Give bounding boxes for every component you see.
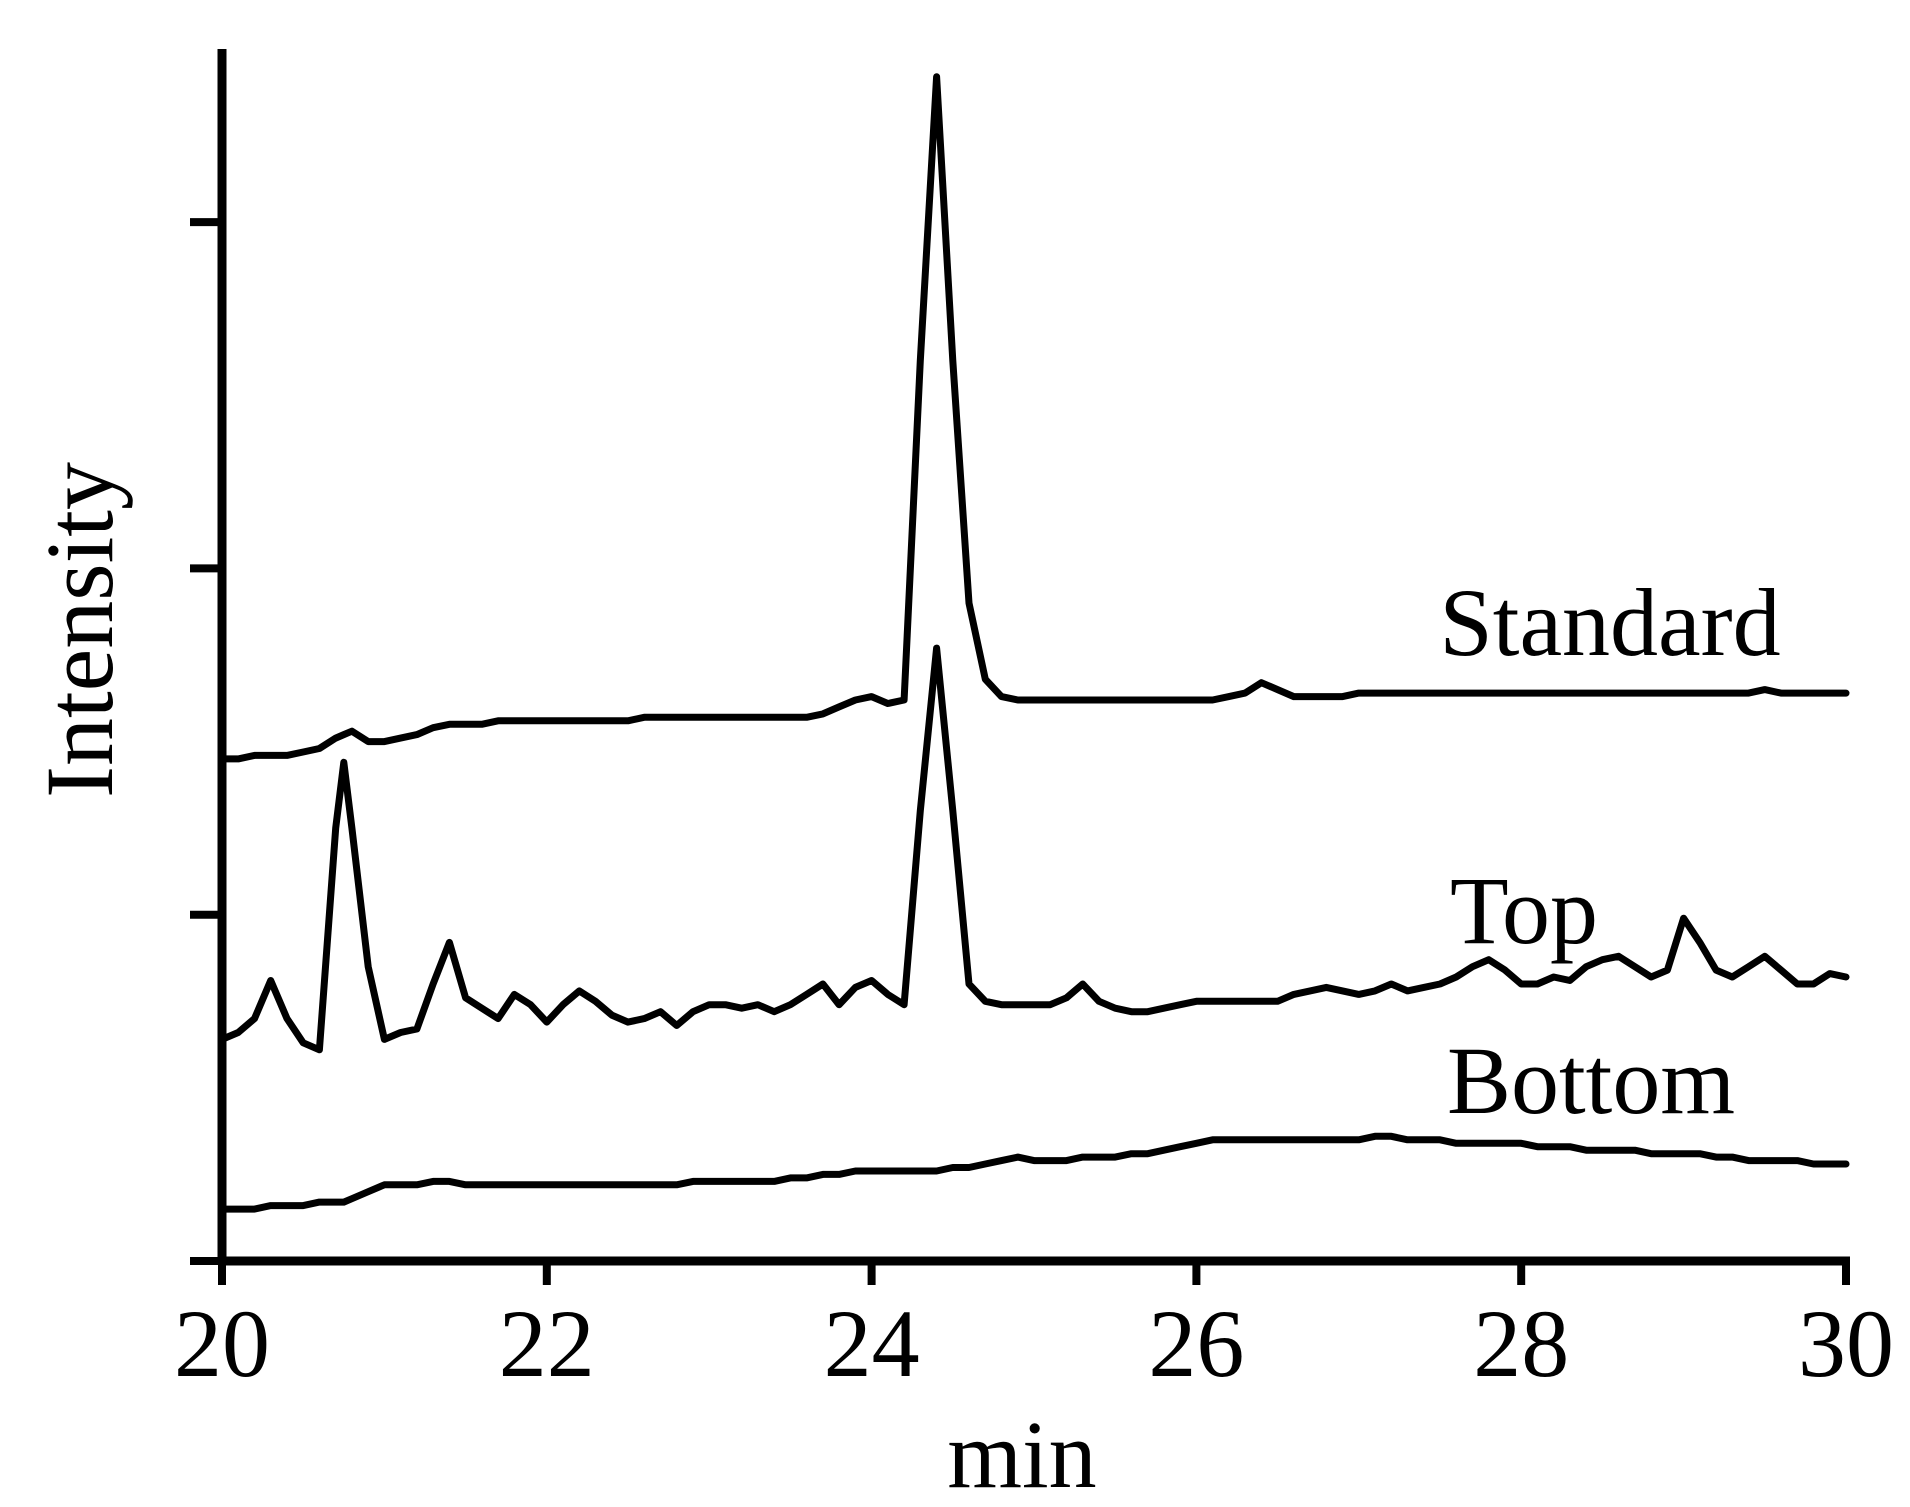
series-line [218, 73, 1850, 763]
x-tick-label: 24 [824, 1290, 920, 1397]
x-tick-label: 30 [1798, 1290, 1894, 1397]
x-tick-label: 22 [499, 1290, 595, 1397]
series-line [218, 644, 1850, 1054]
series-line [218, 1132, 1850, 1213]
x-tick-label: 26 [1148, 1290, 1244, 1397]
y-axis-label: Intensity [26, 462, 133, 798]
series-label: Bottom [1447, 1027, 1735, 1134]
x-tick-label: 20 [174, 1290, 270, 1397]
series-label: Top [1450, 857, 1598, 964]
x-tick-label: 28 [1473, 1290, 1569, 1397]
series-label: Standard [1439, 569, 1780, 676]
x-axis-label: min [947, 1401, 1096, 1507]
